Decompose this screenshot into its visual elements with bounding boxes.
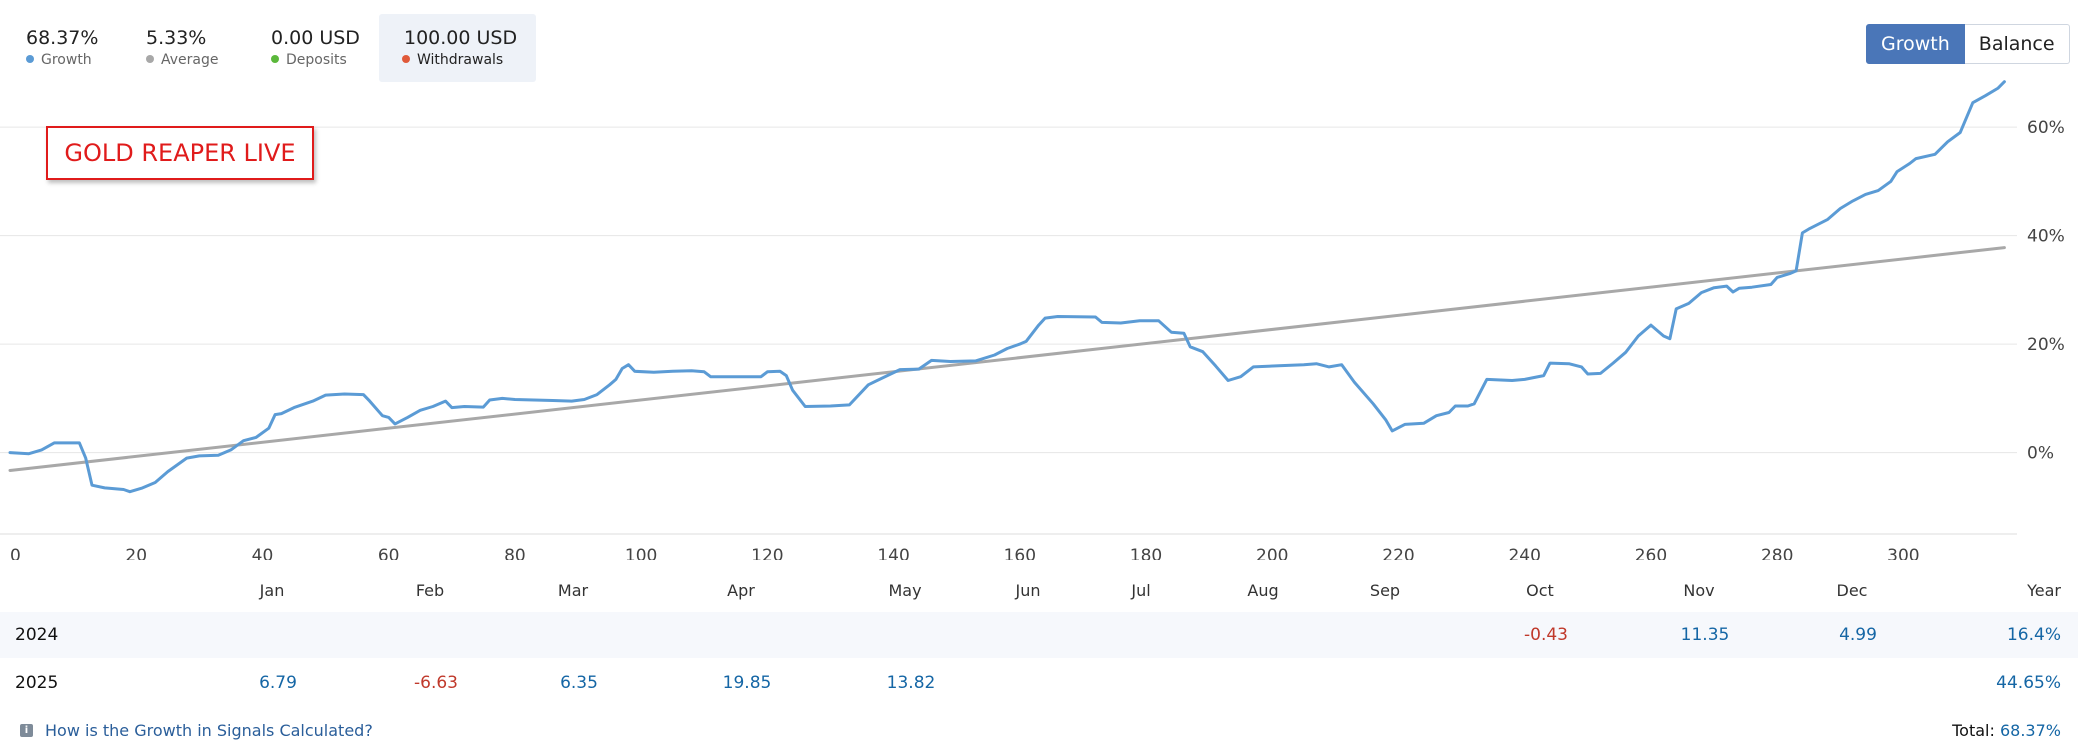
x-tick-label: 160: [1004, 546, 1036, 560]
stat-withdrawals-value: 100.00 USD: [404, 27, 518, 49]
stat-growth-value: 68.37%: [26, 27, 99, 49]
x-tick-label: 60: [378, 546, 400, 560]
stat-withdrawals-label: Withdrawals: [417, 52, 504, 68]
table-row-2024: 2024 16.4% -0.43 11.35 4.99: [0, 612, 2078, 658]
grid-lines: [0, 126, 2017, 535]
stat-average-label: Average: [161, 52, 219, 68]
withdrawals-dot-icon: [402, 55, 410, 63]
deposits-dot-icon: [271, 55, 279, 63]
stat-deposits-value: 0.00 USD: [271, 27, 360, 49]
x-tick-label: 300: [1887, 546, 1919, 560]
series-line-growth: [8, 80, 2006, 494]
x-axis-ticks: 0 20 40 60 80 100 120 140 160 180 200 220 240 260 280 3…: [10, 546, 1920, 560]
row-year: 2024: [15, 625, 59, 645]
column-header-feb: Feb: [415, 581, 445, 600]
y-tick-label: 20%: [2027, 335, 2065, 355]
total-label: Total:: [1952, 721, 1995, 740]
column-header-oct: Oct: [1526, 581, 1554, 600]
column-header-may: May: [888, 581, 922, 600]
x-tick-label: 40: [252, 546, 274, 560]
column-header-jan: Jan: [259, 581, 285, 600]
x-tick-label: 280: [1761, 546, 1793, 560]
y-tick-label: 60%: [2027, 118, 2065, 138]
table-row-2025: 2025 44.65% 6.79 -6.63 6.35 19.85 13.82: [0, 660, 2078, 706]
column-header-dec: Dec: [1836, 581, 1868, 600]
growth-chart: 0% 20% 40% 60% 0 20 40 60 80 100 120 140 160 180 200 2…: [0, 80, 2065, 560]
stat-average[interactable]: 5.33% Average: [146, 14, 236, 82]
x-tick-label: 180: [1130, 546, 1162, 560]
column-header-apr: Apr: [727, 581, 755, 600]
account-watermark: GOLD REAPER LIVE: [46, 126, 314, 180]
y-axis-ticks: 0% 20% 40% 60%: [2027, 118, 2065, 464]
y-tick-label: 0%: [2027, 444, 2054, 464]
column-header-year: Year: [2027, 581, 2061, 600]
average-dot-icon: [146, 55, 154, 63]
row-year-total: 16.4%: [2006, 625, 2061, 645]
stat-average-value: 5.33%: [146, 27, 207, 49]
stat-growth[interactable]: 68.37% Growth: [26, 14, 116, 82]
x-tick-label: 140: [877, 546, 909, 560]
total-growth: Total: 68.37%: [1952, 721, 2061, 740]
x-tick-label: 100: [625, 546, 657, 560]
x-tick-label: 0: [10, 546, 21, 560]
balance-toggle-button[interactable]: Balance: [1964, 24, 2070, 64]
y-tick-label: 40%: [2027, 227, 2065, 247]
cell-may: 13.82: [886, 673, 936, 693]
column-header-aug: Aug: [1247, 581, 1279, 600]
info-icon: i: [20, 724, 33, 737]
help-link-text: How is the Growth in Signals Calculated?: [45, 721, 373, 740]
x-tick-label: 120: [751, 546, 783, 560]
row-year: 2025: [15, 673, 59, 693]
x-tick-label: 200: [1256, 546, 1288, 560]
growth-toggle-button[interactable]: Growth: [1866, 24, 1965, 64]
column-header-jun: Jun: [1015, 581, 1041, 600]
series-lines: [8, 80, 2006, 494]
column-header-jul: Jul: [1131, 581, 1151, 600]
growth-calculation-help-link[interactable]: i How is the Growth in Signals Calculate…: [20, 721, 373, 740]
x-tick-label: 240: [1508, 546, 1540, 560]
series-line-average: [8, 246, 2006, 472]
stat-deposits[interactable]: 0.00 USD Deposits: [271, 14, 381, 82]
total-value: 68.37%: [1999, 721, 2061, 740]
cell-oct: -0.43: [1524, 625, 1568, 645]
chart-mode-toggle: Growth Balance: [1866, 24, 2070, 64]
cell-apr: 19.85: [722, 673, 772, 693]
stat-growth-label: Growth: [41, 52, 92, 68]
cell-jan: 6.79: [259, 673, 297, 693]
x-tick-label: 220: [1382, 546, 1414, 560]
growth-dot-icon: [26, 55, 34, 63]
column-header-sep: Sep: [1369, 581, 1401, 600]
cell-dec: 4.99: [1839, 625, 1877, 645]
x-tick-label: 80: [504, 546, 526, 560]
table-header-row: Jan Feb Mar Apr May Jun Jul Aug Sep Oct Nov Dec Year: [0, 574, 2078, 608]
column-header-mar: Mar: [557, 581, 589, 600]
cell-feb: -6.63: [414, 673, 458, 693]
stat-withdrawals[interactable]: 100.00 USD Withdrawals: [379, 14, 536, 82]
x-tick-label: 260: [1635, 546, 1667, 560]
cell-mar: 6.35: [560, 673, 598, 693]
cell-nov: 11.35: [1680, 625, 1730, 645]
stat-deposits-label: Deposits: [286, 52, 347, 68]
x-tick-label: 20: [125, 546, 147, 560]
row-year-total: 44.65%: [1996, 673, 2061, 693]
column-header-nov: Nov: [1683, 581, 1715, 600]
